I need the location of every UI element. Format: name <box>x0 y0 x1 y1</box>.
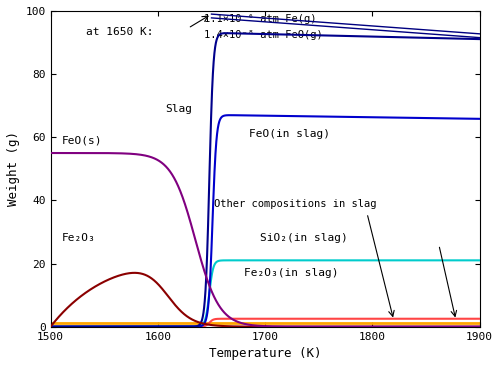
Text: SiO₂(in slag): SiO₂(in slag) <box>260 233 348 243</box>
Text: Fe₂O₃: Fe₂O₃ <box>62 233 95 243</box>
Text: Other compositions in slag: Other compositions in slag <box>214 199 376 209</box>
Text: Slag: Slag <box>166 104 192 114</box>
Text: FeO(in slag): FeO(in slag) <box>249 129 330 139</box>
Y-axis label: Weight (g): Weight (g) <box>7 131 20 206</box>
Text: 1.4×10⁻⁸ atm FeO(g): 1.4×10⁻⁸ atm FeO(g) <box>204 30 322 40</box>
Text: at 1650 K:: at 1650 K: <box>86 27 154 37</box>
X-axis label: Temperature (K): Temperature (K) <box>209 347 322 360</box>
Text: FeO(s): FeO(s) <box>62 135 102 146</box>
Text: Fe₂O₃(in slag): Fe₂O₃(in slag) <box>244 268 338 278</box>
Text: 1.1×10⁻⁶ atm Fe(g): 1.1×10⁻⁶ atm Fe(g) <box>204 14 316 24</box>
